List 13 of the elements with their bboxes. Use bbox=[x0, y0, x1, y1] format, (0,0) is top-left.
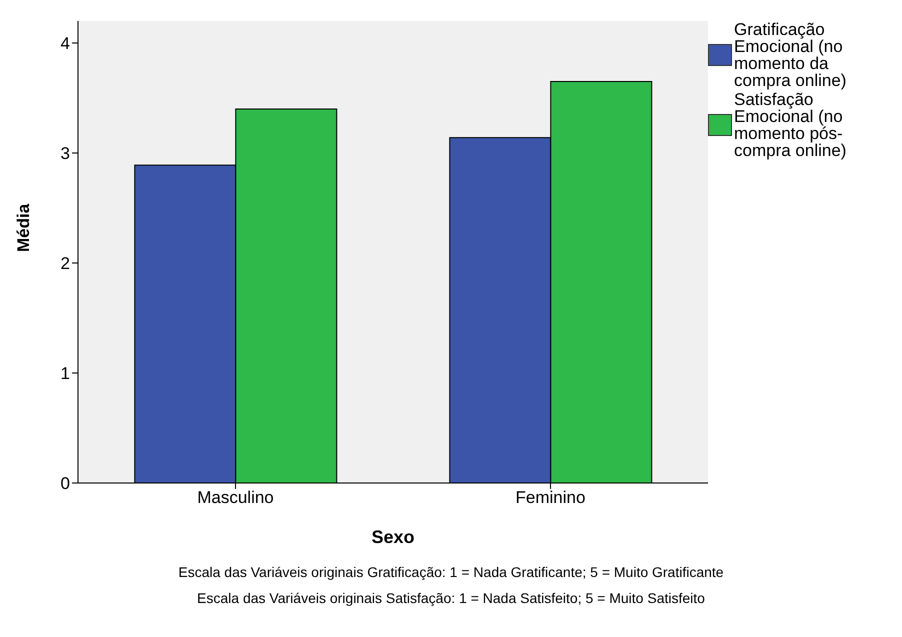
y-tick-label: 2 bbox=[60, 254, 70, 274]
x-tick-label: Feminino bbox=[516, 488, 586, 508]
text: Escala das Variáveis originais Satisfação: 1 = Nada Satisfeito; 5 = Muito Satisfeito bbox=[196, 589, 706, 608]
y-tick-label: 1 bbox=[60, 364, 70, 384]
y-axis-title: Média bbox=[14, 203, 34, 252]
y-tick-label: 0 bbox=[60, 474, 70, 494]
x-tick-label: Masculino bbox=[197, 488, 274, 508]
y-tick-label: 4 bbox=[60, 34, 70, 54]
legend-label: Satisfação Emocional (no momento pós-compra online) bbox=[734, 90, 848, 160]
text: Escala das Variáveis originais Gratificação: 1 = Nada Gratificante; 5 = Muito Gratificante bbox=[177, 563, 725, 582]
y-tick-label: 3 bbox=[60, 144, 70, 164]
legend-label: Gratificação Emocional (no momento da compra online) bbox=[734, 20, 848, 90]
x-axis-title: Sexo bbox=[371, 527, 415, 547]
